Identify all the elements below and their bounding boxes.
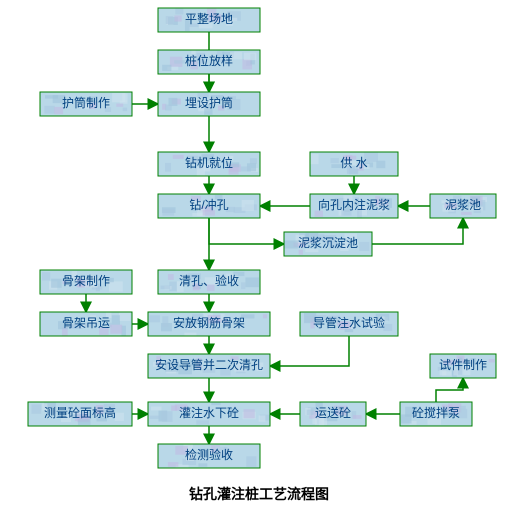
flow-node-n6: 供 水: [310, 152, 398, 176]
flow-node-n14: 安放钢筋骨架: [148, 312, 270, 336]
flow-node-n8: 向孔内注泥浆: [310, 194, 398, 218]
flow-node-n13: 骨架吊运: [40, 312, 132, 336]
flow-node-n7: 钻/冲孔: [158, 194, 260, 218]
flow-node-n12: 骨架制作: [40, 270, 132, 294]
flow-node-n18: 测量砼面标高: [28, 402, 132, 426]
flow-edge: [209, 218, 284, 244]
flow-node-n11: 清孔、验收: [158, 270, 260, 294]
flow-edge: [372, 218, 463, 244]
flow-edge: [270, 336, 349, 366]
flow-node-n2: 桩位放样: [158, 50, 260, 74]
diagram-title: 钻孔灌注桩工艺流程图: [148, 484, 370, 504]
flow-node-n17: 试件制作: [430, 354, 496, 378]
flow-node-n10: 泥浆沉淀池: [284, 232, 372, 256]
flow-node-n19: 灌注水下砼: [148, 402, 270, 426]
flow-node-n20: 运送砼: [300, 402, 366, 426]
flow-node-n15: 导管注水试验: [300, 312, 398, 336]
flow-node-n9: 泥浆池: [430, 194, 496, 218]
flow-node-n22: 检测验收: [158, 444, 260, 468]
flow-node-n21: 砼搅拌泵: [400, 402, 472, 426]
flow-node-n5: 钻机就位: [158, 152, 260, 176]
flow-node-n4: 埋设护筒: [158, 92, 260, 116]
flow-node-n1: 平整场地: [158, 8, 260, 32]
flow-node-n16: 安设导管并二次清孔: [148, 354, 270, 378]
flow-node-n3: 护筒制作: [40, 92, 132, 116]
flow-edge: [436, 378, 463, 402]
